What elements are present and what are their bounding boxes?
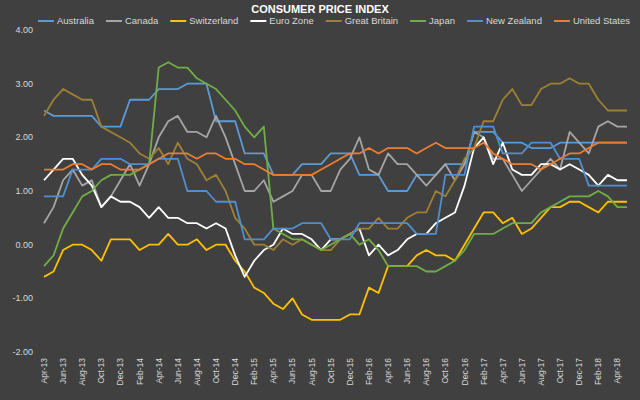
x-tick-label: Oct-13 (96, 358, 106, 384)
series-line (44, 127, 627, 240)
legend-item: Australia (38, 15, 95, 26)
x-tick-label: Apr-16 (383, 358, 393, 384)
legend-label: Great Britain (345, 15, 398, 26)
x-tick-label: Apr-18 (612, 358, 622, 384)
x-tick-label: Jun-17 (517, 358, 527, 384)
x-tick-label: Apr-14 (154, 358, 164, 384)
series-line (44, 137, 627, 277)
legend-swatch (326, 20, 342, 22)
x-tick-label: Feb-17 (479, 358, 489, 385)
x-tick-label: Dec-16 (460, 358, 470, 386)
legend-swatch (250, 20, 266, 22)
legend-item: Japan (410, 15, 455, 26)
x-tick-label: Feb-18 (593, 358, 603, 385)
x-tick-label: Jun-14 (173, 358, 183, 384)
x-tick-label: Jun-16 (402, 358, 412, 384)
legend-swatch (467, 20, 483, 22)
x-tick-label: Feb-15 (249, 358, 259, 385)
series-line (44, 116, 627, 223)
x-tick-label: Dec-13 (115, 358, 125, 386)
legend-label: Euro Zone (269, 15, 313, 26)
legend-label: United States (573, 15, 630, 26)
legend-swatch (106, 20, 122, 22)
title: CONSUMER PRICE INDEX (251, 3, 389, 15)
x-tick-label: Jun-13 (58, 358, 68, 384)
y-tick-label: -1.00 (12, 293, 33, 303)
x-tick-label: Aug-13 (77, 358, 87, 386)
y-tick-label: 1.00 (15, 186, 33, 196)
legend-item: Great Britain (326, 15, 398, 26)
x-axis: Apr-13 Jun-13 Aug-13 Oct-13 Dec-13 Feb-14 Apr-… (39, 358, 622, 386)
x-tick-label: Dec-15 (345, 358, 355, 386)
legend-label: Canada (125, 15, 159, 26)
x-tick-label: Aug-14 (192, 358, 202, 386)
series-line (44, 78, 627, 250)
x-tick-label: Aug-15 (307, 358, 317, 386)
y-tick-label: -2.00 (12, 347, 33, 357)
x-tick-label: Oct-15 (326, 358, 336, 384)
x-tick-label: Feb-14 (135, 358, 145, 385)
legend-swatch (410, 20, 426, 22)
y-tick-label: 2.00 (15, 132, 33, 142)
x-tick-label: Apr-17 (498, 358, 508, 384)
y-tick (40, 137, 43, 138)
y-tick (40, 30, 43, 31)
legend-swatch (38, 20, 54, 22)
legend-item: United States (554, 15, 630, 26)
legend-item: New Zealand (467, 15, 542, 26)
x-tick-label: Dec-14 (230, 358, 240, 386)
legend-swatch (170, 20, 186, 22)
legend-label: Switzerland (189, 15, 238, 26)
background (0, 0, 640, 400)
y-tick (40, 352, 43, 353)
legend-item: Euro Zone (250, 15, 313, 26)
y-tick-label: 0.00 (15, 240, 33, 250)
x-tick-label: Aug-17 (536, 358, 546, 386)
x-tick-label: Apr-13 (39, 358, 49, 384)
legend-item: Switzerland (170, 15, 238, 26)
x-tick-label: Dec-17 (574, 358, 584, 386)
x-tick-label: Oct-17 (555, 358, 565, 384)
plot-area (44, 62, 627, 320)
y-tick-label: 3.00 (15, 79, 33, 89)
x-tick-label: Apr-15 (268, 358, 278, 384)
series-line (44, 62, 627, 271)
x-tick-label: Feb-16 (364, 358, 374, 385)
y-axis: 4.00 3.00 2.00 1.00 0.00 -1.00 -2.00 (12, 25, 43, 357)
x-tick-label: Oct-16 (440, 358, 450, 384)
y-tick (40, 298, 43, 299)
y-tick (40, 244, 43, 245)
series-line (44, 143, 627, 175)
series-line (44, 202, 627, 320)
y-tick (40, 191, 43, 192)
y-tick-label: 4.00 (15, 25, 33, 35)
legend-label: Australia (57, 15, 95, 26)
legend: Australia Canada Switzerland Euro Zone Great… (38, 15, 630, 26)
chart: CONSUMER PRICE INDEX Australia Canada Switz… (0, 0, 640, 400)
legend-swatch (554, 20, 570, 22)
legend-item: Canada (106, 15, 159, 26)
x-tick-label: Aug-16 (421, 358, 431, 386)
x-tick-label: Oct-14 (211, 358, 221, 384)
legend-label: New Zealand (486, 15, 542, 26)
x-tick-label: Jun-15 (287, 358, 297, 384)
y-tick (40, 83, 43, 84)
legend-label: Japan (429, 15, 455, 26)
